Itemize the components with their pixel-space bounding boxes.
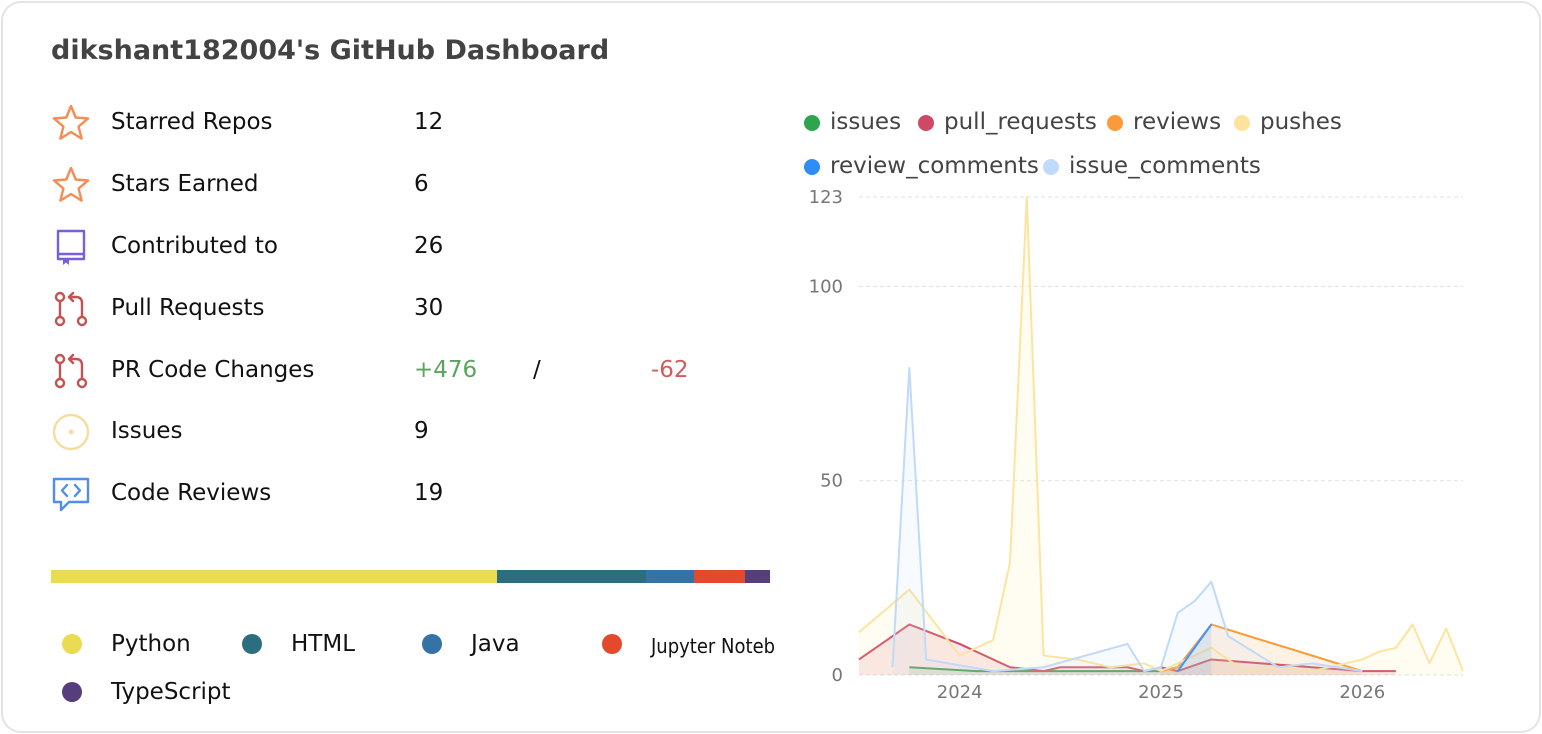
series-pull_requests xyxy=(858,623,1396,675)
code-review-icon xyxy=(51,474,91,514)
legend-label: pushes xyxy=(1260,109,1342,135)
language-dot xyxy=(602,634,622,654)
stat-row-contributed: Contributed to 26 xyxy=(51,227,751,267)
stat-row-prs: Pull Requests 30 xyxy=(51,289,751,329)
legend-label: issues xyxy=(830,109,902,135)
stat-row-changes: PR Code Changes +476 / -62 xyxy=(51,351,751,391)
stat-value: 12 xyxy=(414,109,444,135)
series-line xyxy=(1160,623,1363,673)
issue-icon xyxy=(51,412,91,452)
series-line xyxy=(858,623,1396,673)
y-tick-label: 100 xyxy=(809,276,843,297)
separator: / xyxy=(533,357,541,383)
language-name: HTML xyxy=(291,631,356,657)
series-review_comments xyxy=(1176,623,1213,675)
stat-row-earned: Stars Earned 6 xyxy=(51,165,751,205)
stat-row-starred: Starred Repos 12 xyxy=(51,103,751,143)
repo-icon xyxy=(51,227,91,267)
lines-added-value: +476 xyxy=(414,357,478,383)
stat-label: Issues xyxy=(111,418,183,444)
pull-request-icon xyxy=(51,351,91,391)
language-dot xyxy=(62,634,82,654)
language-bar-segment xyxy=(645,570,695,583)
language-name: Python xyxy=(111,631,191,657)
x-tick-label: 2025 xyxy=(1138,682,1184,703)
x-tick-label: 2026 xyxy=(1339,682,1385,703)
series-issue_comments xyxy=(891,366,1363,675)
legend-dot xyxy=(1043,159,1059,175)
legend-dot xyxy=(1234,115,1250,131)
series-line xyxy=(858,196,1464,673)
x-tick-label: 2024 xyxy=(937,682,983,703)
lines-removed-value: -62 xyxy=(651,357,689,383)
series-line xyxy=(1176,623,1213,672)
legend-dot xyxy=(804,115,820,131)
stat-row-issues: Issues 9 xyxy=(51,412,751,452)
language-dot xyxy=(422,634,442,654)
y-tick-label: 123 xyxy=(809,187,843,208)
stat-label: Stars Earned xyxy=(111,171,259,197)
star-icon xyxy=(51,165,91,205)
language-dot xyxy=(62,682,82,702)
stat-label: PR Code Changes xyxy=(111,357,315,383)
legend-label: reviews xyxy=(1133,109,1222,135)
y-tick-label: 0 xyxy=(832,665,843,686)
stat-value: 9 xyxy=(414,418,429,444)
pull-request-icon xyxy=(51,289,91,329)
stat-value: 19 xyxy=(414,480,444,506)
language-bar-segment xyxy=(694,570,745,583)
language-name: Java xyxy=(471,631,520,657)
stat-label: Contributed to xyxy=(111,233,278,259)
series-area xyxy=(859,197,1463,675)
stat-label: Pull Requests xyxy=(111,295,265,321)
legend-dot xyxy=(918,115,934,131)
legend-label: review_comments xyxy=(830,153,1039,179)
language-bar xyxy=(51,570,770,583)
stat-label: Code Reviews xyxy=(111,480,272,506)
stat-value: 30 xyxy=(414,295,444,321)
language-bar-segment xyxy=(51,570,497,583)
legend-dot xyxy=(1107,115,1123,131)
stat-value: 26 xyxy=(414,233,444,259)
legend-label: pull_requests xyxy=(944,109,1097,135)
dashboard-title: dikshant182004's GitHub Dashboard xyxy=(51,35,610,66)
language-name: Jupyter Noteb xyxy=(651,634,776,658)
series-area xyxy=(892,367,1363,675)
legend-dot xyxy=(804,159,820,175)
language-bar-segment xyxy=(744,570,770,583)
stat-value: 6 xyxy=(414,171,429,197)
series-line xyxy=(891,366,1363,673)
language-bar-segment xyxy=(496,570,646,583)
series-area xyxy=(859,624,1396,675)
y-tick-label: 50 xyxy=(820,471,843,492)
activity-chart: 0 50 100 123 2024 2025 2026 xyxy=(809,187,1464,703)
star-icon xyxy=(51,103,91,143)
language-name: TypeScript xyxy=(111,679,231,705)
stat-label: Starred Repos xyxy=(111,109,273,135)
stat-row-reviews: Code Reviews 19 xyxy=(51,474,751,514)
legend-label: issue_comments xyxy=(1069,153,1261,179)
series-pushes xyxy=(858,196,1464,675)
language-dot xyxy=(242,634,262,654)
